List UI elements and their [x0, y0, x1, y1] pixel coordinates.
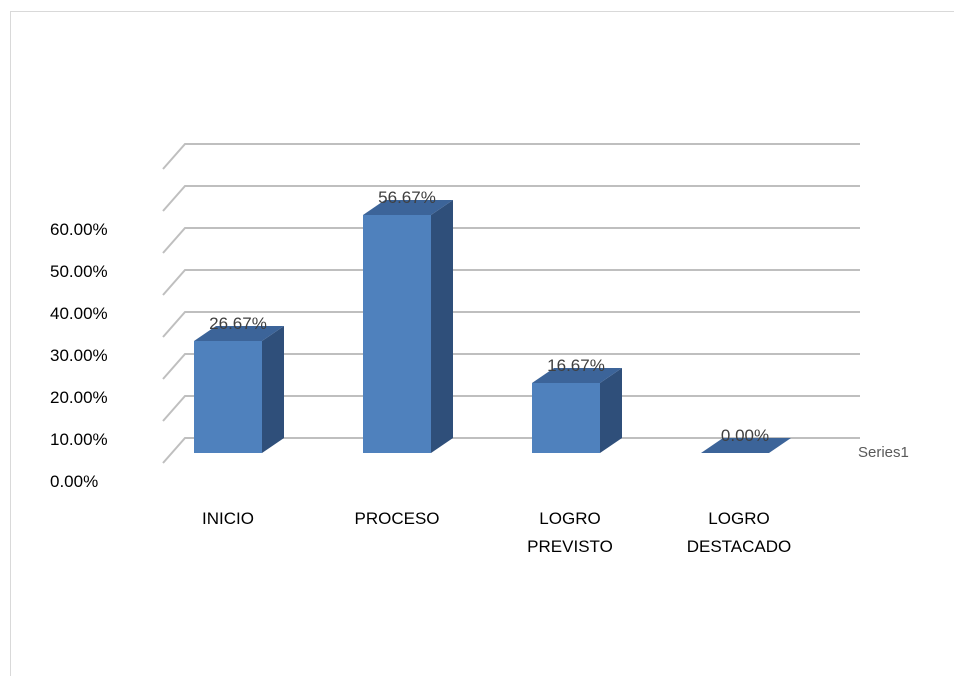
y-tick-label: 50.00% — [50, 262, 108, 281]
data-label: 0.00% — [721, 426, 769, 445]
x-category-label: INICIO — [202, 509, 254, 528]
x-category-label: PROCESO — [354, 509, 439, 528]
x-category-label: LOGRO — [708, 509, 769, 528]
gridline — [163, 144, 860, 169]
y-tick-label: 60.00% — [50, 220, 108, 239]
gridline — [163, 228, 860, 253]
bar-side — [262, 326, 284, 453]
y-tick-label: 20.00% — [50, 388, 108, 407]
bar-side — [431, 200, 453, 453]
x-category-label: DESTACADO — [687, 537, 792, 556]
x-category-label: PREVISTO — [527, 537, 613, 556]
bar-side — [600, 368, 622, 453]
bar — [194, 341, 262, 453]
y-tick-label: 40.00% — [50, 304, 108, 323]
legend-label: Series1 — [858, 444, 909, 461]
data-label: 16.67% — [547, 356, 605, 375]
data-label: 56.67% — [378, 188, 436, 207]
y-tick-label: 0.00% — [50, 472, 98, 491]
gridline — [163, 186, 860, 211]
bar — [363, 215, 431, 453]
y-tick-label: 10.00% — [50, 430, 108, 449]
gridline — [163, 270, 860, 295]
bar — [532, 383, 600, 453]
x-category-label: LOGRO — [539, 509, 600, 528]
y-tick-label: 30.00% — [50, 346, 108, 365]
data-label: 26.67% — [209, 314, 267, 333]
